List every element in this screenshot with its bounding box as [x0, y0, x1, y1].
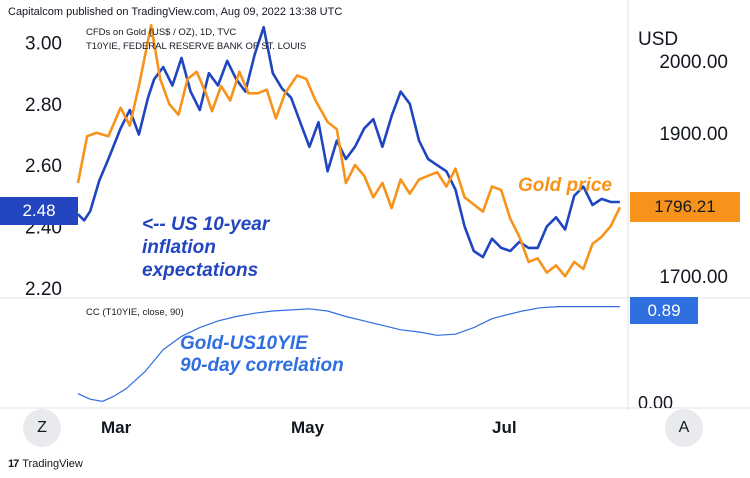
tradingview-logo-icon: 17 [8, 458, 19, 470]
gold-last-price-badge: 1796.21 [630, 192, 740, 222]
right-tick-label: 2000.00 [659, 52, 728, 73]
legend-gold: CFDs on Gold (US$ / OZ), 1D, TVC [86, 27, 237, 38]
corr-axis-tick: 0.00 [638, 393, 674, 408]
auto-scale-button[interactable]: A [665, 409, 703, 447]
left-tick-label: 2.20 [25, 279, 62, 300]
correlation-annotation-line1: Gold-US10YIE [180, 333, 308, 354]
left-axis-ticks: 3.002.802.602.402.20 [25, 34, 62, 300]
right-tick-label: 1700.00 [659, 267, 728, 288]
legend-t10yie: T10YIE, FEDERAL RESERVE BANK OF ST. LOUI… [86, 41, 307, 52]
footer-brand[interactable]: 17 TradingView [8, 458, 83, 470]
left-tick-label: 3.00 [25, 34, 62, 55]
t10yie-last-value-badge: 2.48 [0, 197, 78, 225]
legend-cc: CC (T10YIE, close, 90) [86, 307, 184, 318]
x-tick-may: May [291, 418, 325, 437]
inflation-annotation-line3: expectations [142, 260, 259, 281]
t10yie-line [77, 25, 620, 259]
left-tick-label: 2.60 [25, 156, 62, 177]
x-tick-mar: Mar [101, 418, 132, 437]
right-tick-label: 1900.00 [659, 124, 728, 145]
correlation-line [77, 306, 620, 402]
left-tick-label: 2.80 [25, 95, 62, 116]
correlation-annotation-line2: 90-day correlation [180, 355, 344, 376]
inflation-annotation-line1: <-- US 10-year [142, 214, 270, 235]
gold-annotation: Gold price [518, 175, 612, 196]
currency-label[interactable]: USD [638, 29, 679, 50]
gold-price-line [76, 23, 622, 278]
published-header: Capitalcom published on TradingView.com,… [8, 6, 343, 18]
price-series [76, 23, 622, 278]
correlation-last-value-badge: 0.89 [630, 297, 698, 324]
zoom-button[interactable]: Z [23, 409, 61, 447]
footer-brand-label: TradingView [22, 458, 83, 470]
correlation-series [77, 306, 620, 402]
x-tick-jul: Jul [492, 418, 517, 437]
inflation-annotation: <-- US 10-year inflation expectations [142, 213, 269, 282]
correlation-annotation: Gold-US10YIE 90-day correlation [180, 333, 344, 377]
inflation-annotation-line2: inflation [142, 237, 216, 258]
